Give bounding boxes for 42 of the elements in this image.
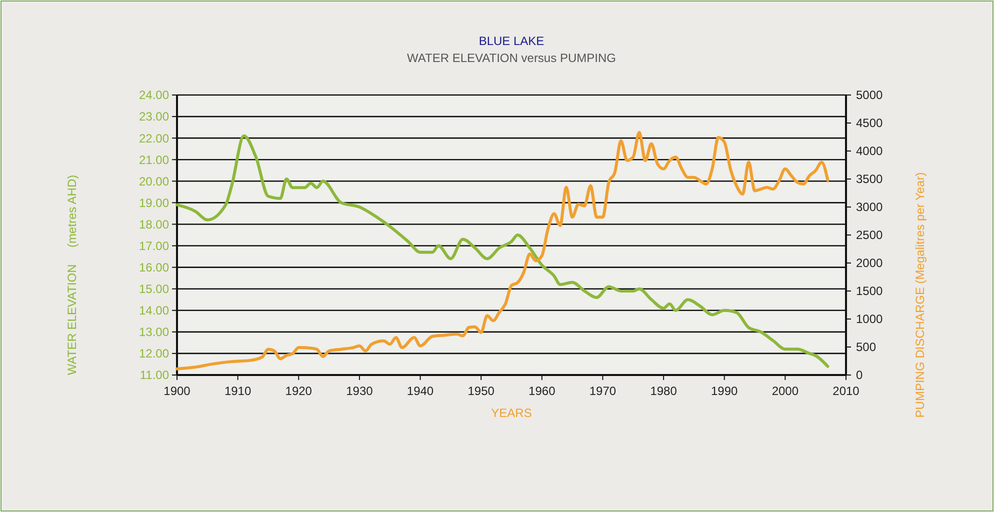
y2-tick-label: 3500 xyxy=(856,172,884,186)
x-tick-label: 2000 xyxy=(772,384,799,398)
y2-axis-title: PUMPING DISCHARGE (Megalitres per Year) xyxy=(913,172,927,418)
x-tick-label: 1920 xyxy=(285,384,312,398)
x-tick-label: 1990 xyxy=(711,384,738,398)
y2-tick-label: 4000 xyxy=(856,144,884,158)
y-tick-label: 15.00 xyxy=(138,282,170,296)
y-tick-label: 24.00 xyxy=(138,88,170,102)
x-tick-label: 2010 xyxy=(832,384,860,398)
chart-subtitle: WATER ELEVATION versus PUMPING xyxy=(407,51,616,65)
y-tick-label: 23.00 xyxy=(138,110,170,124)
y-tick-label: 21.00 xyxy=(138,152,170,167)
x-tick-label: 1960 xyxy=(528,384,556,398)
y-tick-label: 20.00 xyxy=(138,174,170,188)
y-tick-label: 18.00 xyxy=(138,217,170,232)
y-tick-label: 17.00 xyxy=(138,238,170,253)
y-tick-label: 13.00 xyxy=(138,325,170,340)
x-tick-label: 1980 xyxy=(650,384,678,398)
x-axis-title: YEARS xyxy=(491,406,532,420)
y2-tick-label: 2000 xyxy=(856,256,884,270)
x-tick-label: 1970 xyxy=(589,384,616,398)
x-tick-label: 1950 xyxy=(468,384,495,398)
x-tick-label: 1940 xyxy=(406,384,434,398)
y-tick-label: 19.00 xyxy=(138,196,170,210)
y2-tick-label: 4500 xyxy=(856,116,884,130)
y-axis-title: WATER ELEVATION (metres AHD) xyxy=(65,174,79,376)
y-tick-label: 16.00 xyxy=(138,260,170,275)
y2-tick-label: 0 xyxy=(856,368,863,382)
y2-tick-label: 2500 xyxy=(856,228,884,242)
y2-tick-label: 3000 xyxy=(856,200,884,214)
chart-title: BLUE LAKE xyxy=(478,34,544,48)
y2-tick-label: 5000 xyxy=(856,88,884,102)
y-tick-label: 14.00 xyxy=(138,304,170,318)
y-tick-label: 11.00 xyxy=(140,368,170,382)
y2-tick-label: 1500 xyxy=(856,284,884,298)
y2-tick-label: 1000 xyxy=(856,312,884,326)
y-tick-label: 22.00 xyxy=(138,131,170,146)
x-tick-label: 1900 xyxy=(164,384,191,398)
x-tick-label: 1930 xyxy=(346,384,374,398)
y2-tick-label: 500 xyxy=(856,340,876,354)
y-tick-label: 12.00 xyxy=(138,346,170,361)
x-tick-label: 1910 xyxy=(224,384,252,398)
